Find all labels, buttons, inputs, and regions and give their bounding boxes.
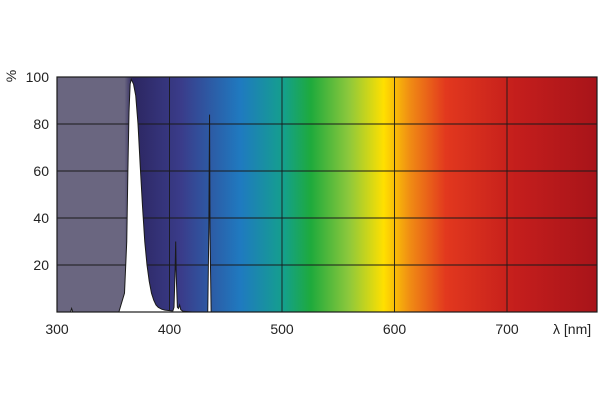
x-axis-ticks: 300 400 500 600 700 — [45, 321, 519, 337]
x-tick-label-300: 300 — [45, 321, 69, 337]
y-tick-label-100: 100 — [26, 69, 50, 85]
plot-frame — [56, 76, 598, 313]
y-axis-ticks: 20 40 60 80 100 — [26, 69, 50, 273]
y-axis-label: % — [3, 70, 19, 82]
y-tick-label-40: 40 — [33, 210, 49, 226]
x-tick-label-600: 600 — [383, 321, 407, 337]
y-tick-label-60: 60 — [33, 163, 49, 179]
series-spectral-curve — [57, 77, 597, 313]
x-axis-label: λ [nm] — [553, 321, 591, 337]
x-tick-label-500: 500 — [270, 321, 294, 337]
y-tick-label-20: 20 — [33, 257, 49, 273]
x-tick-label-400: 400 — [158, 321, 182, 337]
x-tick-label-700: 700 — [495, 321, 519, 337]
y-tick-label-80: 80 — [33, 116, 49, 132]
